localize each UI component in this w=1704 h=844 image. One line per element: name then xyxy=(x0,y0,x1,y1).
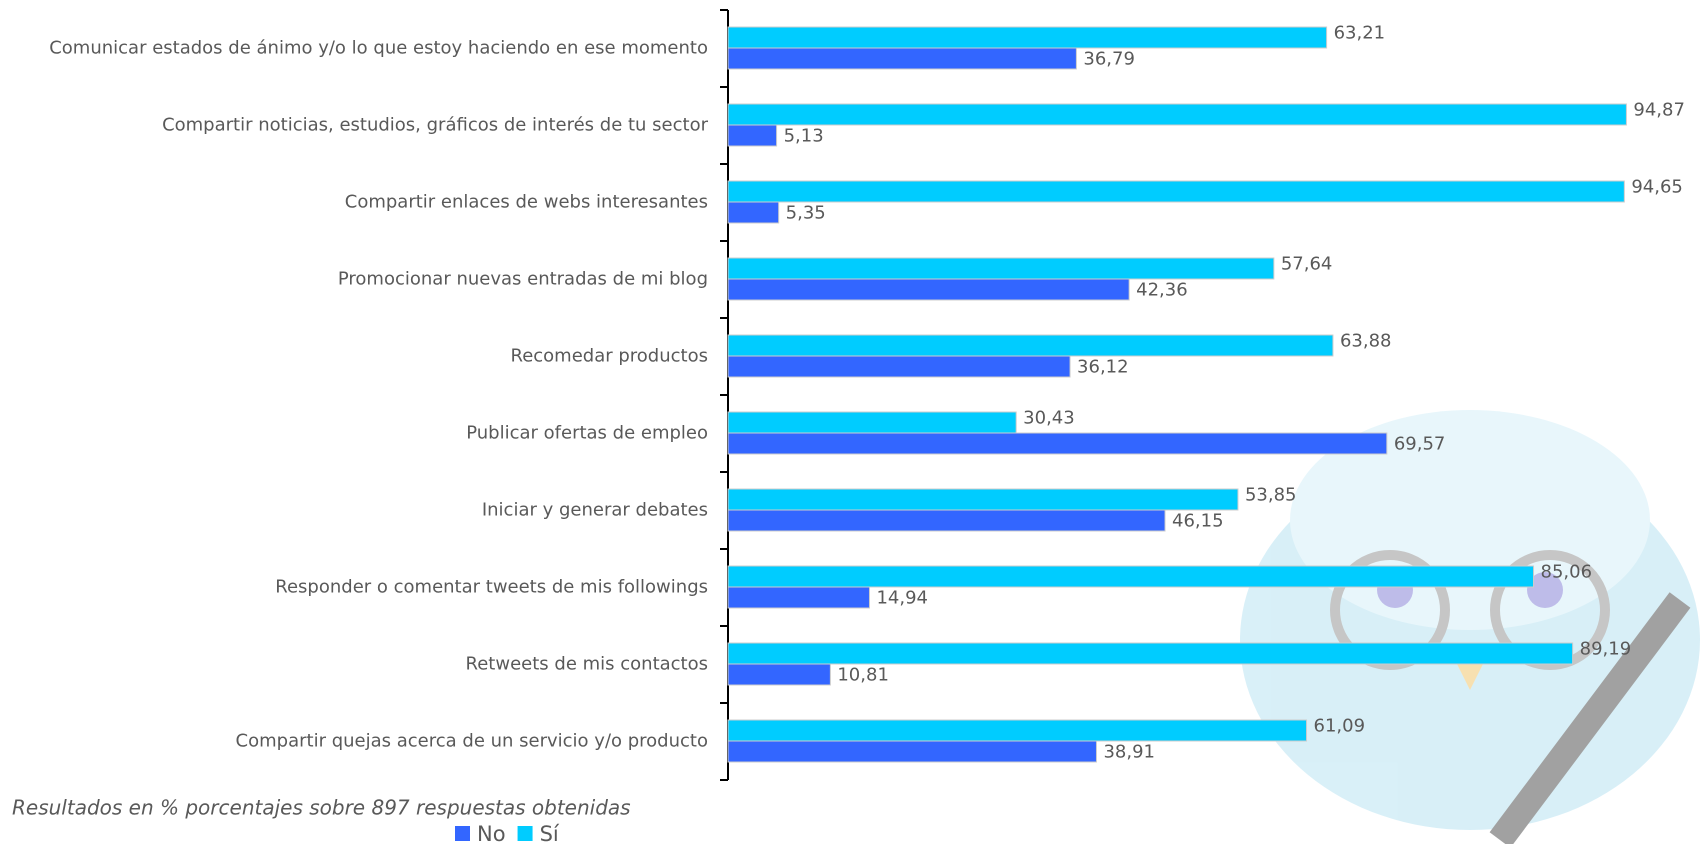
bar xyxy=(727,432,1388,455)
category-label: Iniciar y generar debates xyxy=(482,500,708,521)
bar xyxy=(727,509,1166,532)
value-label: 5,35 xyxy=(786,203,826,224)
legend-swatch xyxy=(517,826,533,841)
bar xyxy=(727,740,1097,763)
value-label: 42,36 xyxy=(1136,280,1188,301)
bar xyxy=(727,47,1077,70)
bar xyxy=(727,411,1017,434)
value-label: 46,15 xyxy=(1172,511,1224,532)
value-label: 94,65 xyxy=(1631,177,1683,198)
value-label: 36,12 xyxy=(1077,357,1129,378)
value-label: 5,13 xyxy=(784,126,824,147)
bar xyxy=(727,257,1275,280)
category-label: Responder o comentar tweets de mis follo… xyxy=(275,577,708,598)
category-label: Comunicar estados de ánimo y/o lo que es… xyxy=(49,38,708,59)
bar xyxy=(727,278,1130,301)
legend-label: No xyxy=(477,822,506,844)
footnote: Resultados en % porcentajes sobre 897 re… xyxy=(12,796,631,820)
value-label: 53,85 xyxy=(1245,485,1297,506)
value-label: 30,43 xyxy=(1023,408,1075,429)
value-label: 38,91 xyxy=(1103,742,1155,763)
value-label: 36,79 xyxy=(1083,49,1135,70)
legend-swatch xyxy=(455,826,470,841)
value-label: 63,21 xyxy=(1334,23,1386,44)
value-label: 10,81 xyxy=(837,665,889,686)
category-label: Promocionar nuevas entradas de mi blog xyxy=(338,269,708,290)
category-label: Compartir noticias, estudios, gráficos d… xyxy=(162,115,709,136)
value-label: 63,88 xyxy=(1340,331,1392,352)
value-label: 69,57 xyxy=(1394,434,1446,455)
category-label: Publicar ofertas de empleo xyxy=(466,423,708,444)
bar xyxy=(727,586,870,609)
value-label: 57,64 xyxy=(1281,254,1333,275)
value-label: 89,19 xyxy=(1580,639,1632,660)
bar xyxy=(727,642,1574,665)
bar xyxy=(727,334,1334,357)
category-label: Compartir quejas acerca de un servicio y… xyxy=(236,731,708,752)
bird-illustration xyxy=(1240,410,1700,844)
bar xyxy=(727,488,1239,511)
value-label: 85,06 xyxy=(1541,562,1593,583)
bar xyxy=(727,26,1328,49)
bar xyxy=(727,180,1625,203)
value-label: 14,94 xyxy=(876,588,928,609)
value-label: 94,87 xyxy=(1633,100,1685,121)
category-label: Retweets de mis contactos xyxy=(466,654,708,675)
bar xyxy=(727,355,1071,378)
bar xyxy=(727,201,780,224)
category-label: Compartir enlaces de webs interesantes xyxy=(345,192,708,213)
bar xyxy=(727,663,831,686)
bar xyxy=(727,103,1627,126)
value-label: 61,09 xyxy=(1314,716,1366,737)
legend-label: Sí xyxy=(540,822,560,844)
category-label: Recomedar productos xyxy=(511,346,709,367)
bar xyxy=(727,124,778,147)
bar xyxy=(727,565,1535,588)
bar xyxy=(727,719,1308,742)
